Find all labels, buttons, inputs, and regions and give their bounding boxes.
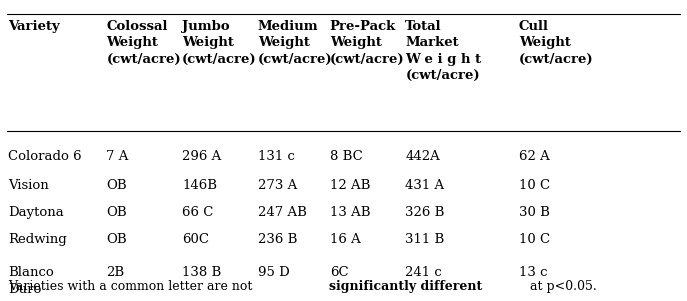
Text: 62 A: 62 A: [519, 150, 550, 163]
Text: 326 B: 326 B: [405, 206, 444, 219]
Text: 311 B: 311 B: [405, 233, 444, 246]
Text: 95 D: 95 D: [258, 266, 289, 279]
Text: Cull
Weight
(cwt/acre): Cull Weight (cwt/acre): [519, 20, 594, 66]
Text: 12 AB: 12 AB: [330, 179, 370, 192]
Text: OB: OB: [106, 206, 127, 219]
Text: 146B: 146B: [182, 179, 217, 192]
Text: Pre-Pack
Weight
(cwt/acre): Pre-Pack Weight (cwt/acre): [330, 20, 405, 66]
Text: 13 AB: 13 AB: [330, 206, 370, 219]
Text: Blanco
Duro: Blanco Duro: [8, 266, 54, 296]
Text: 60C: 60C: [182, 233, 209, 246]
Text: 10 C: 10 C: [519, 233, 550, 246]
Text: 7 A: 7 A: [106, 150, 129, 163]
Text: Daytona: Daytona: [8, 206, 64, 219]
Text: Colorado 6: Colorado 6: [8, 150, 82, 163]
Text: Varieties with a common letter are not: Varieties with a common letter are not: [8, 280, 257, 293]
Text: 30 B: 30 B: [519, 206, 550, 219]
Text: 236 B: 236 B: [258, 233, 297, 246]
Text: 138 B: 138 B: [182, 266, 221, 279]
Text: Variety: Variety: [8, 20, 60, 33]
Text: Medium
Weight
(cwt/acre): Medium Weight (cwt/acre): [258, 20, 333, 66]
Text: 442A: 442A: [405, 150, 440, 163]
Text: 10 C: 10 C: [519, 179, 550, 192]
Text: at p<0.05.: at p<0.05.: [526, 280, 597, 293]
Text: 8 BC: 8 BC: [330, 150, 363, 163]
Text: Redwing: Redwing: [8, 233, 67, 246]
Text: 2B: 2B: [106, 266, 124, 279]
Text: OB: OB: [106, 233, 127, 246]
Text: significantly different: significantly different: [328, 280, 482, 293]
Text: 247 AB: 247 AB: [258, 206, 306, 219]
Text: Jumbo
Weight
(cwt/acre): Jumbo Weight (cwt/acre): [182, 20, 257, 66]
Text: Total
Market
W e i g h t
(cwt/acre): Total Market W e i g h t (cwt/acre): [405, 20, 482, 82]
Text: 273 A: 273 A: [258, 179, 297, 192]
Text: 131 c: 131 c: [258, 150, 295, 163]
Text: Vision: Vision: [8, 179, 49, 192]
Text: 296 A: 296 A: [182, 150, 221, 163]
Text: 431 A: 431 A: [405, 179, 444, 192]
Text: 66 C: 66 C: [182, 206, 214, 219]
Text: 13 c: 13 c: [519, 266, 547, 279]
Text: 6C: 6C: [330, 266, 348, 279]
Text: 241 c: 241 c: [405, 266, 442, 279]
Text: Colossal
Weight
(cwt/acre): Colossal Weight (cwt/acre): [106, 20, 181, 66]
Text: OB: OB: [106, 179, 127, 192]
Text: 16 A: 16 A: [330, 233, 361, 246]
